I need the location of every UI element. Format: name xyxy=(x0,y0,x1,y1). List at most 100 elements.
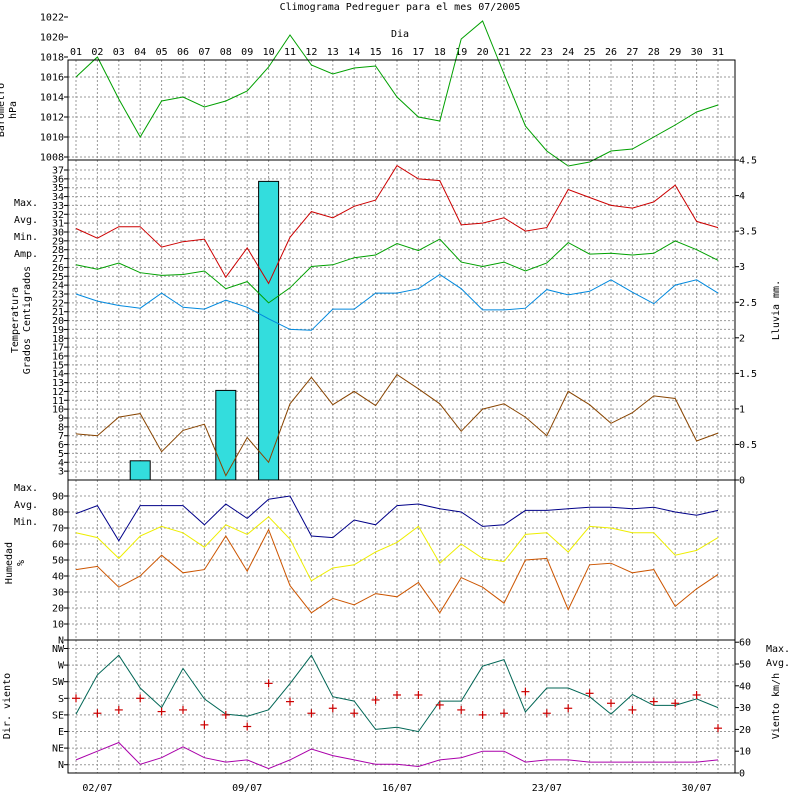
y-tick-label: 1016 xyxy=(40,73,64,84)
legend-entry: Avg. xyxy=(766,658,790,669)
week-label: 30/07 xyxy=(682,783,712,794)
humidity-axis-label: Humedad% xyxy=(4,542,27,584)
rain-bar xyxy=(215,389,237,481)
y2-tick-label: 4.5 xyxy=(739,156,757,167)
y-tick-label: 36 xyxy=(52,174,64,185)
y2-tick-label: 1.5 xyxy=(739,369,757,380)
y-tick-label: 60 xyxy=(52,540,64,551)
pressure-panel: 10081010101210141016101810201022Barometr… xyxy=(0,13,736,167)
legend-entry: Avg. xyxy=(14,500,38,511)
day-label: 08 xyxy=(220,47,232,58)
legend-entry: Amp. xyxy=(14,249,38,260)
day-label: 29 xyxy=(669,47,681,58)
y-tick-label: 10 xyxy=(52,620,64,631)
panel-frame xyxy=(67,159,736,481)
day-label: 07 xyxy=(198,47,210,58)
y-tick-label: N xyxy=(58,636,64,647)
wind-panel: N NE E SE S SW W NW 0 10 20 30 40 50 60 Max. Avg. Dir. vi… xyxy=(2,638,790,780)
day-label: 02 xyxy=(91,47,103,58)
day-label: 11 xyxy=(284,47,296,58)
y-tick-label: 3 xyxy=(58,467,64,478)
rain-bar xyxy=(129,460,151,481)
day-label: 30 xyxy=(691,47,703,58)
wind-max-line xyxy=(75,654,719,733)
temperature-axis-label-line: Grados Centigrados xyxy=(22,266,33,374)
week-label: 23/07 xyxy=(532,783,562,794)
y-tick-label: 90 xyxy=(52,492,64,503)
day-axis-label: Dia xyxy=(391,29,409,40)
temp-min-line xyxy=(75,273,719,331)
y-tick-label: NW xyxy=(52,644,65,655)
y-tick-label: 30 xyxy=(52,588,64,599)
humidity-panel: N 10 20 30 40 50 60 70 80 90 Max. Avg. Min. Humedad% xyxy=(4,479,736,647)
y2-tick-label: 1 xyxy=(739,404,745,415)
y-tick-label: 29 xyxy=(52,236,64,247)
day-label: 01 xyxy=(70,47,82,58)
y-tick-label: 8 xyxy=(58,422,64,433)
y-tick-label: NE xyxy=(52,744,64,755)
y-tick-label: SE xyxy=(52,710,64,721)
wind-direction-axis-label: Dir. viento xyxy=(2,673,13,739)
day-label: 31 xyxy=(712,47,724,58)
humidity-avg-line xyxy=(75,516,719,582)
day-label: 26 xyxy=(605,47,617,58)
y-tick-label: 35 xyxy=(52,183,64,194)
temperature-panel: 3456789101112131415161718192021222324252… xyxy=(10,156,782,487)
y-tick-label: 80 xyxy=(52,508,64,519)
day-label: 19 xyxy=(455,47,467,58)
week-label: 09/07 xyxy=(232,783,262,794)
temp-amp-line xyxy=(75,373,719,477)
day-label: 05 xyxy=(156,47,168,58)
wind-avg-line xyxy=(75,741,719,770)
y-tick-label: 20 xyxy=(52,316,64,327)
y-tick-label: 15 xyxy=(52,360,64,371)
y-tick-label: 1022 xyxy=(40,13,64,24)
temp-max-line xyxy=(75,164,719,285)
temperature-axis-label: TemperaturaGrados Centigrados xyxy=(10,266,33,374)
y-tick-label: 1010 xyxy=(40,133,64,144)
y-tick-label: 6 xyxy=(58,440,64,451)
humidity-max-line xyxy=(75,495,719,542)
day-label: 20 xyxy=(477,47,489,58)
y-tick-label: 11 xyxy=(52,396,64,407)
day-label: 15 xyxy=(370,47,382,58)
temperature-axis-label-line: Temperatura xyxy=(10,287,21,353)
pressure-axis-label-line: Barometro xyxy=(0,83,7,137)
rain-axis-label: Lluvia mm. xyxy=(771,280,782,340)
day-label: 14 xyxy=(348,47,360,58)
panel-frame xyxy=(67,639,736,774)
day-label: 23 xyxy=(541,47,553,58)
day-label: 21 xyxy=(498,47,510,58)
wind-speed-axis-label: Viento km/h xyxy=(771,673,782,739)
y2-tick-label: 0.5 xyxy=(739,440,757,451)
y-tick-label: 34 xyxy=(52,192,64,203)
y2-tick-label: 60 xyxy=(739,638,751,649)
y-tick-label: 33 xyxy=(52,201,64,212)
y-tick-label: SW xyxy=(52,677,65,688)
y2-tick-label: 2 xyxy=(739,333,745,344)
temp-avg-line xyxy=(75,238,719,304)
y-tick-label: 32 xyxy=(52,210,64,221)
week-tick-labels: 02/07 09/07 16/07 23/07 30/07 xyxy=(82,783,711,794)
day-label: 17 xyxy=(412,47,424,58)
day-tick-labels: 01 02 03 04 05 06 07 08 09 10 11 12 13 14 15 16 17 18 19 20… xyxy=(70,47,724,58)
y2-tick-label: 3 xyxy=(739,262,745,273)
y-tick-label: 19 xyxy=(52,325,64,336)
y-tick-label: 30 xyxy=(52,228,64,239)
legend-entry: Max. xyxy=(766,644,790,655)
y-tick-label: 40 xyxy=(52,572,64,583)
pressure-line xyxy=(75,20,719,167)
week-label: 02/07 xyxy=(82,783,112,794)
day-label: 09 xyxy=(241,47,253,58)
y-tick-label: N xyxy=(58,760,64,771)
humidity-min-line xyxy=(75,528,719,614)
y-tick-label: 24 xyxy=(52,281,64,292)
y-tick-label: 4 xyxy=(58,458,64,469)
y-tick-label: 22 xyxy=(52,298,64,309)
day-label: 24 xyxy=(562,47,574,58)
day-label: 10 xyxy=(263,47,275,58)
y-tick-label: 7 xyxy=(58,431,64,442)
wind-speed-axis-label-line: Viento km/h xyxy=(771,673,782,739)
day-label: 28 xyxy=(648,47,660,58)
y-tick-label: 9 xyxy=(58,414,64,425)
